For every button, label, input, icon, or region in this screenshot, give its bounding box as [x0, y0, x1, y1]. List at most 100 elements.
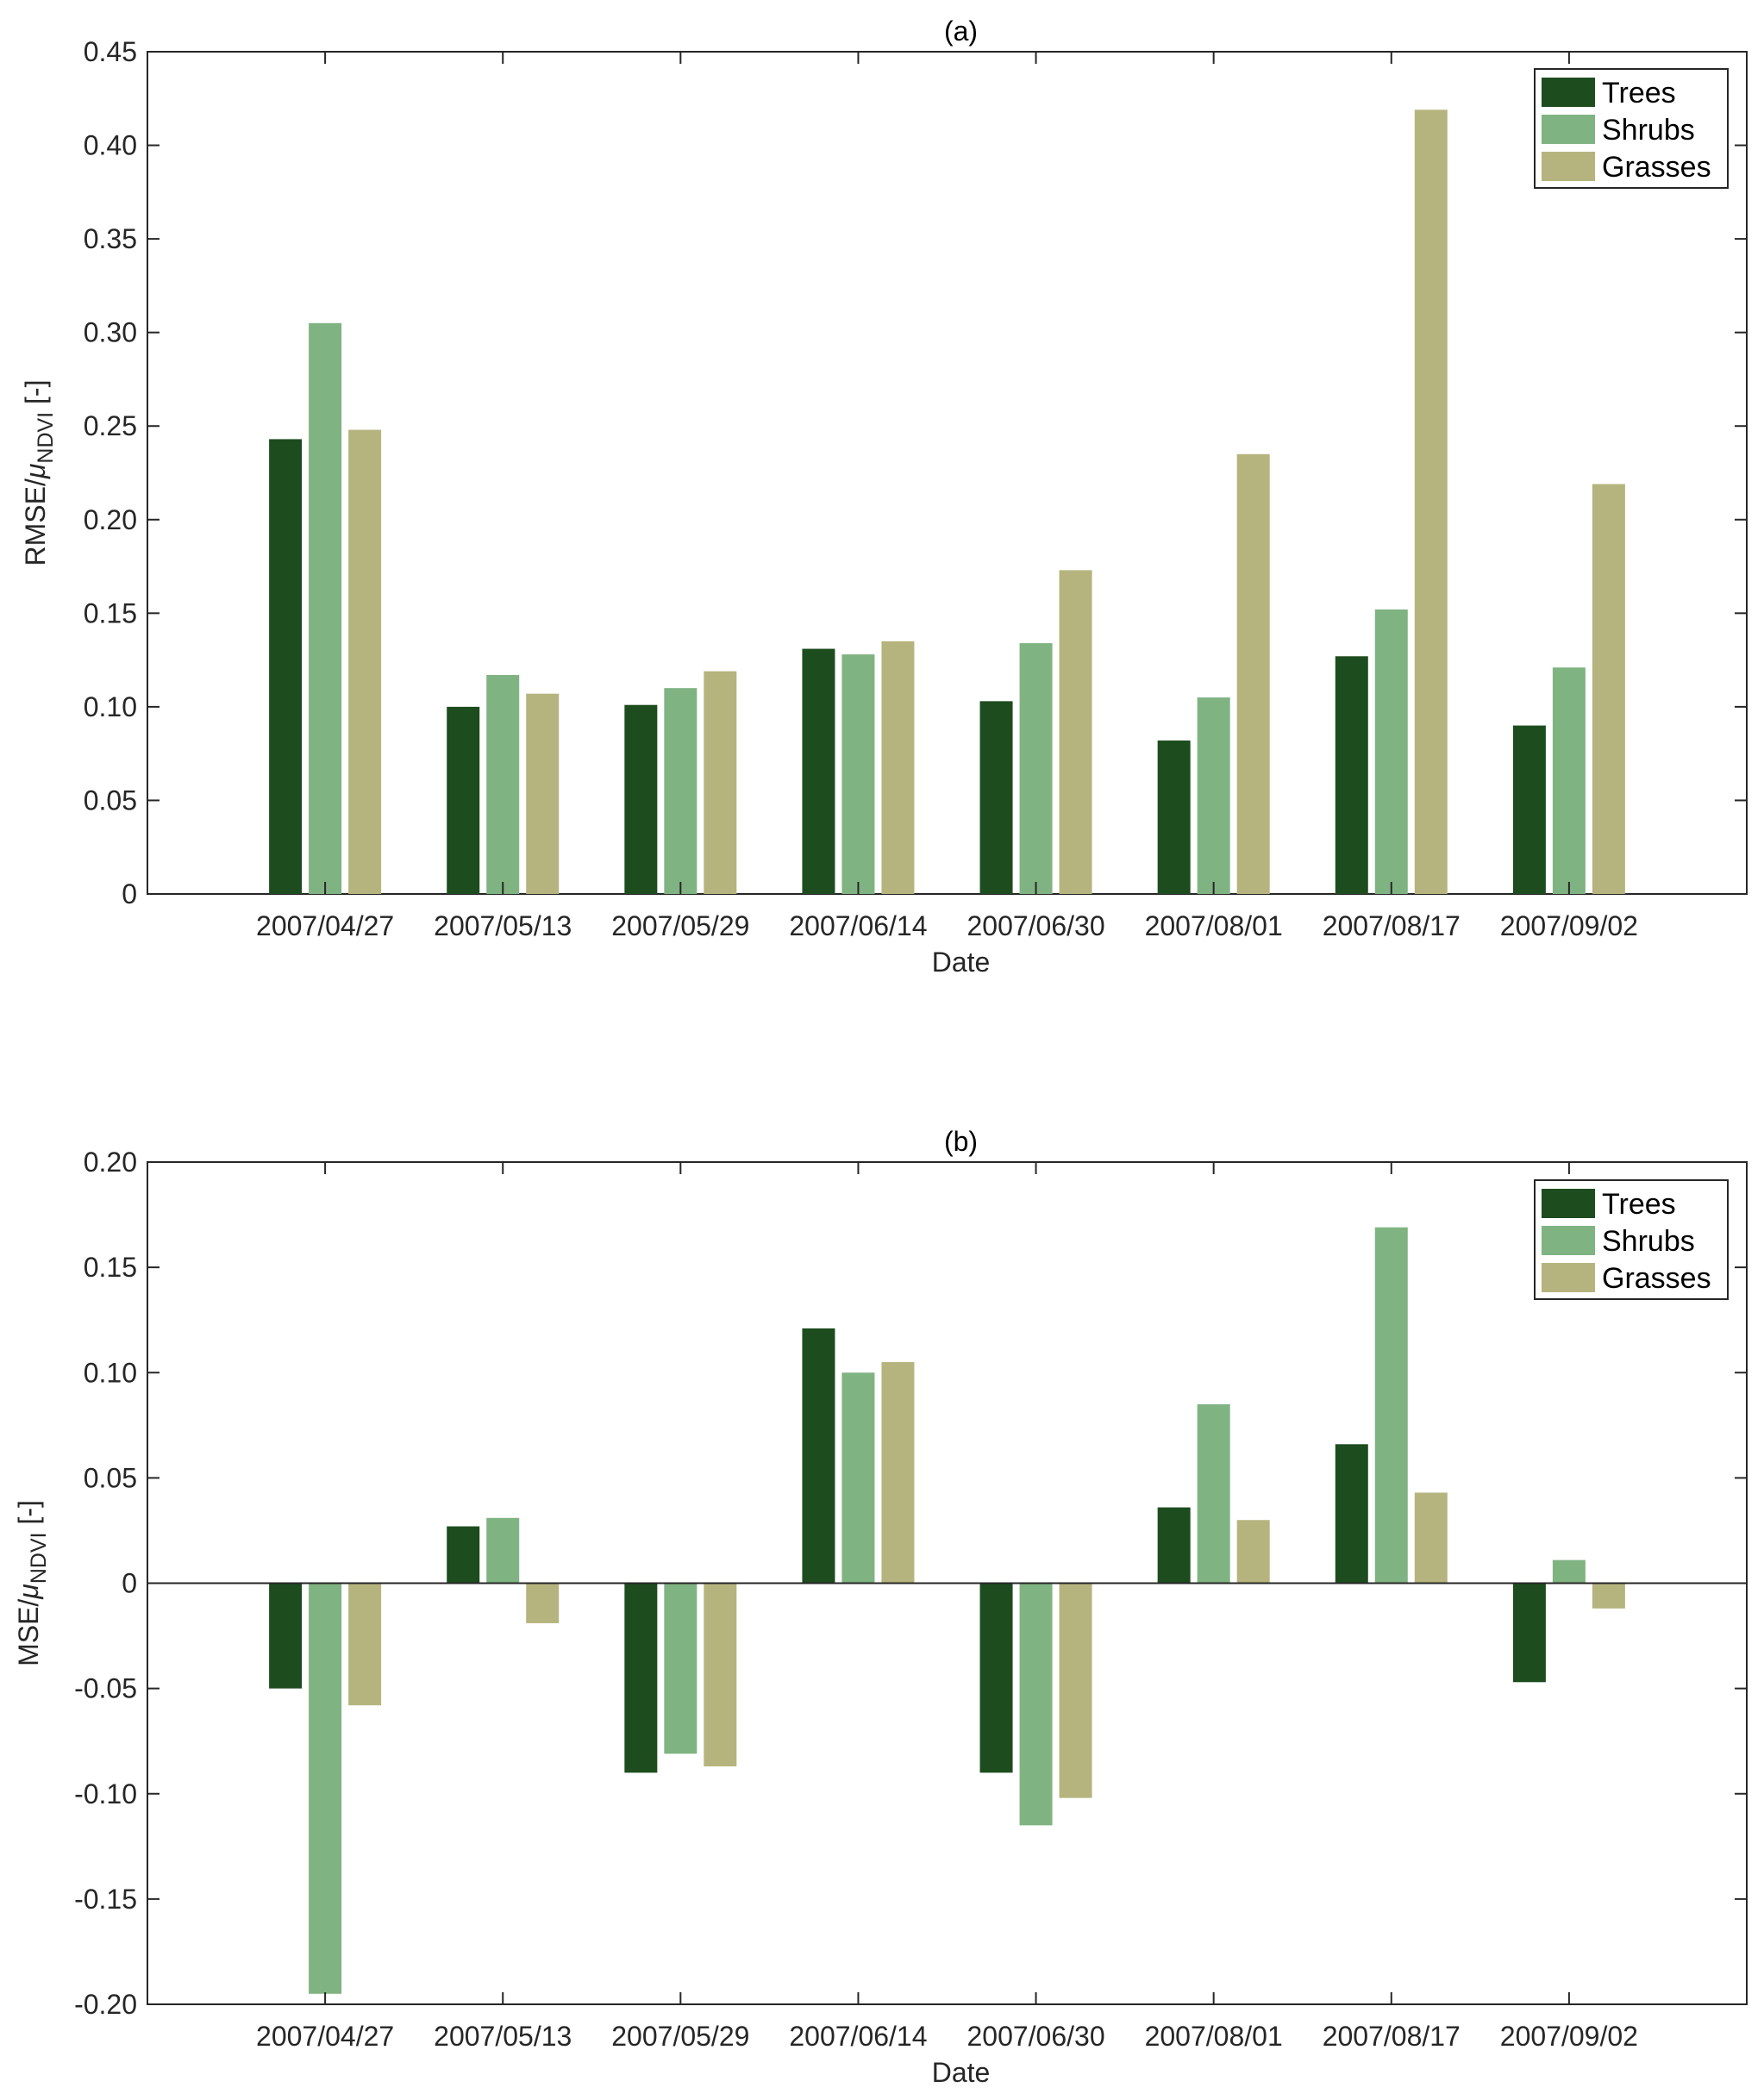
y-tick-label: 0.15	[84, 597, 137, 628]
bar-trees-2007-08-17	[1335, 656, 1368, 894]
legend-swatch-shrubs	[1542, 1226, 1595, 1255]
x-tick-label: 2007/06/30	[966, 910, 1104, 941]
bar-shrubs-2007-08-17	[1374, 609, 1408, 894]
bar-trees-2007-08-01	[1157, 1507, 1191, 1584]
bar-trees-2007-04-27	[269, 1583, 303, 1689]
bar-trees-2007-09-02	[1512, 725, 1546, 894]
y-tick-label: 0.45	[84, 36, 137, 67]
bar-grasses-2007-05-13	[526, 693, 560, 894]
x-axis-label: Date	[932, 947, 991, 978]
bar-grasses-2007-04-27	[348, 429, 382, 894]
legend-swatch-trees	[1542, 1189, 1595, 1218]
y-tick-label: -0.05	[74, 1673, 137, 1704]
x-tick-label: 2007/09/02	[1500, 2021, 1638, 2052]
y-tick-label: 0.25	[84, 410, 137, 441]
bar-grasses-2007-08-01	[1236, 453, 1270, 894]
bar-shrubs-2007-09-02	[1552, 1559, 1586, 1584]
bar-grasses-2007-09-02	[1592, 484, 1625, 894]
y-tick-label: 0.10	[84, 691, 137, 722]
bar-shrubs-2007-06-30	[1019, 1583, 1053, 1826]
legend-label-grasses: Grasses	[1602, 151, 1711, 184]
bar-shrubs-2007-05-29	[664, 688, 697, 894]
bar-trees-2007-05-29	[624, 1583, 658, 1773]
bar-shrubs-2007-04-27	[309, 322, 342, 894]
y-tick-label: 0.20	[84, 1147, 137, 1178]
bar-shrubs-2007-08-01	[1197, 697, 1230, 894]
bar-shrubs-2007-04-27	[309, 1583, 342, 1994]
bar-grasses-2007-05-29	[704, 1583, 737, 1766]
x-tick-label: 2007/08/01	[1145, 2021, 1283, 2052]
x-tick-label: 2007/06/30	[966, 2021, 1104, 2052]
legend-swatch-shrubs	[1542, 115, 1595, 144]
bar-shrubs-2007-06-30	[1019, 643, 1053, 894]
x-tick-label: 2007/05/29	[611, 2021, 749, 2052]
x-tick-label: 2007/08/17	[1323, 910, 1461, 941]
legend-label-shrubs: Shrubs	[1602, 1225, 1695, 1258]
x-tick-label: 2007/05/13	[434, 2021, 572, 2052]
bar-shrubs-2007-08-17	[1374, 1227, 1408, 1584]
y-tick-label: 0.35	[84, 223, 137, 254]
y-tick-label: 0.40	[84, 130, 137, 161]
x-axis-label: Date	[932, 2057, 991, 2088]
bar-grasses-2007-06-30	[1059, 1583, 1092, 1798]
bar-grasses-2007-06-30	[1059, 570, 1092, 894]
bar-shrubs-2007-05-29	[664, 1583, 697, 1754]
bar-trees-2007-06-14	[802, 648, 835, 894]
y-tick-label: 0.05	[84, 784, 137, 816]
x-tick-label: 2007/04/27	[256, 2021, 394, 2052]
y-tick-label: 0	[122, 878, 137, 909]
y-label-unit: [-]	[20, 380, 51, 412]
legend: Trees Shrubs Grasses	[1534, 68, 1729, 189]
y-label-subscript: NDVI	[34, 412, 58, 464]
x-tick-label: 2007/09/02	[1500, 910, 1638, 941]
bar-trees-2007-05-13	[447, 706, 480, 894]
chart-a: 0 0.05 0.10 0.15 0.20 0.25 0.30 0.35 0.40 0.45 200…	[20, 16, 1748, 978]
x-tick-label: 2007/06/14	[789, 2021, 927, 2052]
bar-grasses-2007-05-13	[526, 1583, 560, 1623]
plot-area	[147, 51, 1748, 895]
bar-trees-2007-08-01	[1157, 740, 1191, 894]
bar-shrubs-2007-06-14	[841, 1372, 875, 1584]
y-tick-label: 0.05	[84, 1462, 137, 1493]
bar-trees-2007-06-30	[979, 1583, 1013, 1773]
bar-trees-2007-06-30	[979, 701, 1013, 894]
x-tick-label: 2007/05/29	[611, 910, 749, 941]
bar-trees-2007-09-02	[1512, 1583, 1546, 1683]
legend: Trees Shrubs Grasses	[1534, 1179, 1729, 1300]
x-tick-label: 2007/04/27	[256, 910, 394, 941]
bar-trees-2007-05-13	[447, 1526, 480, 1584]
y-label-subscript: NDVI	[27, 1532, 51, 1584]
bar-grasses-2007-05-29	[704, 671, 737, 894]
bar-grasses-2007-08-17	[1414, 109, 1448, 894]
bar-grasses-2007-06-14	[881, 641, 915, 894]
x-tick-label: 2007/08/01	[1145, 910, 1283, 941]
y-tick-label: 0.15	[84, 1252, 137, 1283]
bar-shrubs-2007-05-13	[486, 1517, 520, 1584]
bar-shrubs-2007-09-02	[1552, 667, 1586, 894]
legend-swatch-grasses	[1542, 1263, 1595, 1292]
legend-label-trees: Trees	[1602, 77, 1676, 109]
y-label-symbol: μ	[13, 1584, 44, 1600]
bar-trees-2007-04-27	[269, 439, 303, 894]
legend-label-grasses: Grasses	[1602, 1262, 1711, 1295]
x-tick-label: 2007/05/13	[434, 910, 572, 941]
bar-trees-2007-06-14	[802, 1328, 835, 1584]
y-label-main: MSE/	[13, 1599, 44, 1666]
legend-label-shrubs: Shrubs	[1602, 114, 1695, 147]
y-tick-label: 0.30	[84, 317, 137, 348]
y-tick-label: -0.20	[74, 1989, 137, 2020]
bar-shrubs-2007-08-01	[1197, 1403, 1230, 1584]
bar-grasses-2007-09-02	[1592, 1583, 1625, 1609]
y-tick-label: -0.10	[74, 1778, 137, 1809]
x-tick-label: 2007/06/14	[789, 910, 927, 941]
y-tick-label: 0.10	[84, 1357, 137, 1388]
bar-grasses-2007-08-17	[1414, 1492, 1448, 1584]
y-tick-label: -0.15	[74, 1884, 137, 1915]
bar-shrubs-2007-06-14	[841, 654, 875, 894]
bar-grasses-2007-06-14	[881, 1362, 915, 1584]
y-label-main: RMSE/	[20, 478, 51, 566]
bar-trees-2007-08-17	[1335, 1444, 1368, 1584]
chart-title: (a)	[944, 16, 978, 47]
y-axis-label: MSE/μNDVI [-]	[13, 1500, 51, 1666]
legend-swatch-grasses	[1542, 152, 1595, 181]
